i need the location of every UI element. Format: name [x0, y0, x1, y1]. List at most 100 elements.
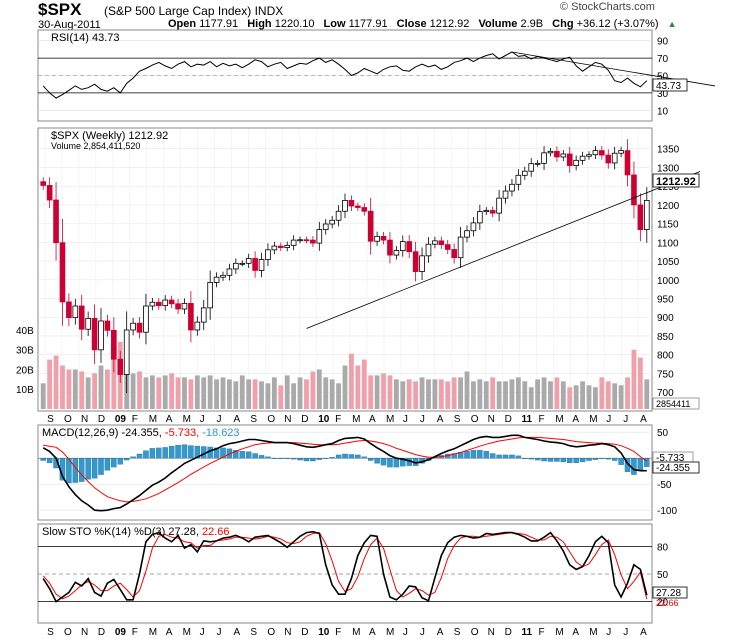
- price-title: $SPX (Weekly) 1212.92: [51, 130, 168, 142]
- macd-histogram-bar: [573, 458, 579, 464]
- volume-bar: [349, 353, 354, 409]
- month-tick-label: O: [64, 414, 72, 425]
- volume-bar: [528, 387, 534, 409]
- candle-body: [258, 259, 265, 271]
- month-tick-label: M: [149, 414, 157, 425]
- candle-body: [438, 240, 445, 245]
- volume-bar: [567, 387, 573, 409]
- macd-histogram-bar: [515, 455, 522, 459]
- candle-body: [432, 240, 438, 245]
- candle-body: [104, 320, 111, 331]
- volume-bar: [316, 369, 322, 409]
- candle-body: [85, 317, 91, 330]
- volume-bar: [85, 377, 91, 409]
- month-tick-label: M: [183, 414, 191, 425]
- month-tick-label: A: [572, 414, 579, 425]
- volume-bar: [573, 385, 579, 409]
- month-tick-label: D: [98, 627, 105, 638]
- macd-histogram-bar: [592, 458, 599, 460]
- month-tick-label: J: [403, 627, 408, 638]
- macd-histogram-bar: [637, 458, 644, 471]
- volume-bar: [227, 379, 232, 409]
- candle-body: [464, 230, 470, 238]
- month-tick-label: S: [454, 414, 461, 425]
- month-tick-label: S: [47, 414, 54, 425]
- macd-tick-label: 50: [657, 428, 669, 439]
- rsi-tick-label: 90: [657, 37, 669, 48]
- month-tick-label: F: [132, 414, 138, 425]
- macd-title-signal: -5.733,: [165, 427, 199, 439]
- macd-histogram-bar: [502, 454, 509, 459]
- macd-histogram-bar: [252, 453, 258, 459]
- candle-body: [599, 150, 605, 156]
- volume-bar: [66, 369, 72, 409]
- month-tick-label: S: [250, 414, 257, 425]
- macd-histogram-bar: [554, 458, 560, 462]
- volume-bar: [47, 359, 53, 409]
- candle-body: [277, 245, 284, 248]
- volume-bar: [387, 375, 393, 409]
- volume-bar: [361, 359, 367, 409]
- volume-bar: [644, 379, 650, 409]
- volume-bar: [284, 375, 290, 409]
- candle-body: [149, 301, 156, 307]
- month-tick-label: M: [352, 414, 360, 425]
- macd-signal-last: -5.733: [656, 453, 685, 464]
- candle-body: [303, 239, 310, 242]
- macd-histogram-bar: [342, 453, 348, 459]
- month-tick-label: J: [623, 414, 628, 425]
- volume-bar: [560, 381, 566, 409]
- macd-histogram-bar: [265, 456, 271, 459]
- volume-bar: [182, 377, 187, 409]
- month-tick-label: F: [538, 414, 544, 425]
- candle-body: [419, 255, 425, 272]
- price-tick-label: 1000: [657, 276, 680, 287]
- candle-body: [367, 210, 374, 242]
- month-tick-label: A: [369, 627, 376, 638]
- volume-bar: [297, 377, 303, 409]
- macd-histogram-bar: [393, 458, 400, 468]
- ticker-description: (S&P 500 Large Cap Index) INDX: [104, 4, 283, 18]
- macd-histogram-bar: [303, 458, 310, 462]
- candle-body: [53, 199, 59, 244]
- candle-body: [457, 236, 464, 259]
- macd-histogram-bar: [355, 454, 361, 459]
- stochastic-k-last: 27.28: [656, 588, 681, 599]
- close-label: Close: [396, 18, 427, 30]
- candle-body: [355, 205, 361, 208]
- macd-histogram-bar: [348, 454, 355, 459]
- candle-body: [387, 239, 393, 256]
- change-label: Chg: [552, 18, 574, 30]
- month-tick-label: M: [149, 627, 157, 638]
- month-tick-label: A: [572, 627, 579, 638]
- macd-histogram-bar: [567, 458, 573, 464]
- month-tick-label: A: [166, 627, 173, 638]
- macd-last-value: -24.355: [656, 463, 690, 474]
- macd-histogram-bar: [181, 444, 188, 459]
- month-tick-label: N: [81, 627, 88, 638]
- macd-histogram-bar: [143, 450, 149, 459]
- volume-bar: [618, 385, 624, 409]
- candle-body: [444, 244, 451, 250]
- macd-line: [42, 434, 647, 512]
- month-tick-label: M: [386, 627, 394, 638]
- macd-last-box: [652, 461, 700, 474]
- open-label: Open: [168, 18, 197, 30]
- candle-body: [46, 185, 53, 201]
- macd-histogram-bar: [470, 450, 477, 459]
- candle-body: [40, 181, 47, 186]
- macd-histogram-bar: [367, 458, 374, 461]
- month-tick-label: N: [284, 627, 291, 638]
- candle-body: [342, 200, 348, 212]
- stochastic-title: Slow STO %K(14) %D(3) 27.28, 22.66: [42, 526, 230, 538]
- price-panel: 700 750 800 850 900 950 1000 1050 1100 1150 1200 12…: [16, 127, 701, 412]
- macd-histogram-bar: [380, 458, 387, 466]
- macd-histogram-bar: [258, 455, 265, 459]
- candle-body: [496, 197, 502, 214]
- macd-histogram-bar: [618, 458, 624, 465]
- macd-histogram-bar: [213, 447, 220, 459]
- macd-histogram-bar: [85, 458, 91, 480]
- volume-bar: [637, 357, 643, 409]
- volume-bar: [458, 377, 463, 409]
- volume-bar: [278, 385, 284, 409]
